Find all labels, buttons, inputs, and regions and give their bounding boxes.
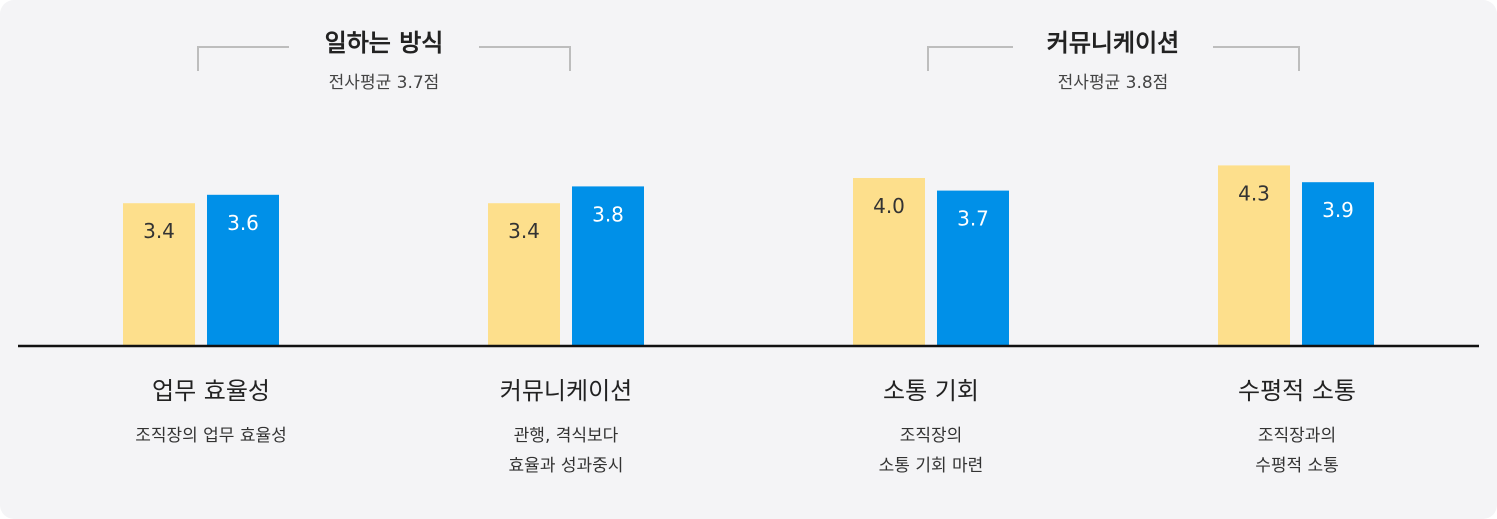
category-desc: 관행, 격식보다 — [514, 426, 619, 446]
bar-value-label: 3.4 — [508, 219, 540, 243]
bar-a-3 — [1218, 165, 1290, 346]
bar-a-1 — [488, 203, 560, 346]
bar-b-0 — [207, 194, 279, 346]
bar-a-0 — [123, 203, 195, 346]
bar-b-3 — [1302, 182, 1374, 346]
bar-value-label: 4.0 — [873, 194, 905, 218]
category-desc: 소통 기회 마련 — [879, 456, 984, 476]
category-title: 커뮤니케이션 — [500, 377, 632, 405]
category-desc: 효율과 성과중시 — [509, 456, 624, 476]
group-bracket-right — [479, 46, 571, 71]
bar-value-label: 3.6 — [227, 211, 259, 235]
bar-b-2 — [937, 190, 1009, 346]
group-subtitle: 전사평균 3.7점 — [329, 73, 440, 93]
category-desc: 조직장과의 — [1258, 426, 1336, 446]
bar-value-label: 3.8 — [592, 202, 624, 226]
group-title: 커뮤니케이션 — [1047, 29, 1179, 57]
group-bracket-left — [927, 46, 1013, 71]
category-desc: 조직장의 — [900, 426, 963, 446]
bar-a-2 — [853, 178, 925, 346]
bar-value-label: 3.7 — [957, 207, 989, 231]
group-title: 일하는 방식 — [325, 29, 444, 57]
bar-value-label: 4.3 — [1238, 181, 1270, 205]
group-bracket-left — [197, 46, 289, 71]
category-desc: 조직장의 업무 효율성 — [135, 426, 287, 446]
group-subtitle: 전사평균 3.8점 — [1058, 73, 1169, 93]
category-title: 업무 효율성 — [152, 377, 270, 405]
bar-value-label: 3.4 — [143, 219, 175, 243]
category-title: 수평적 소통 — [1238, 377, 1356, 405]
bar-value-label: 3.9 — [1322, 198, 1354, 222]
group-bracket-right — [1213, 46, 1300, 71]
category-desc: 수평적 소통 — [1255, 456, 1339, 476]
category-title: 소통 기회 — [883, 377, 979, 405]
bar-b-1 — [572, 186, 644, 346]
